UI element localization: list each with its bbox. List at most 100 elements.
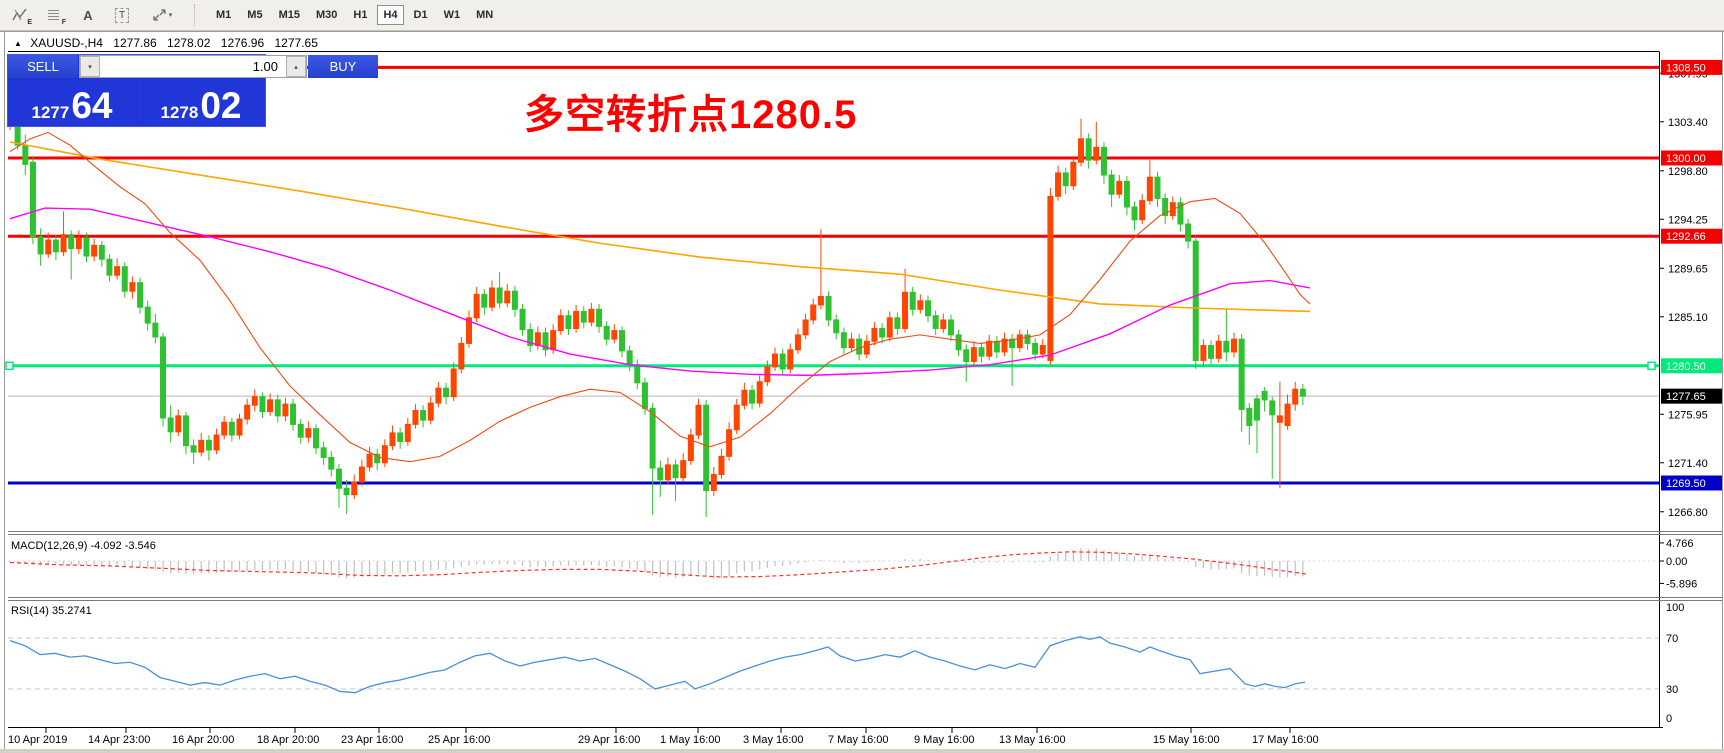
buy-price-box[interactable]: 1278 02 xyxy=(137,79,265,126)
tab-timeframe-m30[interactable]: M30 xyxy=(310,5,343,25)
ma-fast-line[interactable] xyxy=(9,131,1311,463)
rsi-label: RSI(14) 35.2741 xyxy=(11,605,92,617)
quote-close: 1277.65 xyxy=(274,36,318,50)
quote-low: 1276.96 xyxy=(220,36,265,50)
indicator-axes[interactable]: 4.766 0.00 -5.896 100 70 30 0 xyxy=(1659,538,1697,725)
buy-price-big: 02 xyxy=(200,84,242,126)
svg-text:14 Apr 23:00: 14 Apr 23:00 xyxy=(88,734,150,746)
one-click-trading-panel: SELL ▾ ▴ BUY 1277 64 1278 02 xyxy=(7,54,378,127)
tab-timeframe-mn[interactable]: MN xyxy=(470,5,499,25)
quote-high: 1278.02 xyxy=(167,36,211,50)
ma-slow-line[interactable] xyxy=(9,141,1311,313)
svg-text:1280.50: 1280.50 xyxy=(1666,361,1706,373)
sell-price-box[interactable]: 1277 64 xyxy=(8,79,136,126)
svg-text:23 Apr 16:00: 23 Apr 16:00 xyxy=(341,734,403,746)
timeframe-group: M1 M5 M15 M30 H1 H4 D1 W1 MN xyxy=(208,5,501,25)
text-box-icon[interactable]: T xyxy=(108,3,136,27)
svg-text:25 Apr 16:00: 25 Apr 16:00 xyxy=(428,734,490,746)
svg-text:0: 0 xyxy=(1666,713,1672,725)
squiggle-icon xyxy=(12,8,27,21)
tab-timeframe-w1[interactable]: W1 xyxy=(438,5,467,25)
grid-icon[interactable]: F xyxy=(40,3,68,27)
time-axis[interactable]: 10 Apr 2019 14 Apr 23:00 16 Apr 20:00 18 Ap… xyxy=(8,727,1319,746)
svg-text:16 Apr 20:00: 16 Apr 20:00 xyxy=(172,734,234,746)
cursor-mode-icon[interactable]: ▾ xyxy=(142,3,182,27)
svg-text:1289.65: 1289.65 xyxy=(1668,263,1708,275)
quote-header[interactable]: ▲ XAUUSD-,H4 1277.86 1278.02 1276.96 127… xyxy=(14,36,325,50)
macd-signal-line xyxy=(9,551,1309,578)
trade-panel-top-row: SELL ▾ ▴ BUY xyxy=(8,55,378,78)
svg-text:3 May 16:00: 3 May 16:00 xyxy=(743,734,804,746)
volume-spinner: ▾ ▴ xyxy=(79,55,307,78)
toolbar-separator xyxy=(194,4,200,26)
sell-price-big: 64 xyxy=(71,84,113,126)
svg-text:70: 70 xyxy=(1666,633,1678,645)
svg-text:29 Apr 16:00: 29 Apr 16:00 xyxy=(578,734,640,746)
svg-text:1300.00: 1300.00 xyxy=(1666,153,1706,165)
chart-text-annotation[interactable]: 多空转折点1280.5 xyxy=(524,93,858,137)
badge-t: T xyxy=(114,7,130,23)
tab-timeframe-d1[interactable]: D1 xyxy=(408,5,434,25)
svg-text:9 May 16:00: 9 May 16:00 xyxy=(914,734,975,746)
svg-text:30: 30 xyxy=(1666,684,1678,696)
hline-selection-handles[interactable] xyxy=(5,361,1656,371)
sell-button[interactable]: SELL xyxy=(8,55,78,78)
svg-text:13 May 16:00: 13 May 16:00 xyxy=(999,734,1066,746)
symbol-period: XAUUSD-,H4 xyxy=(30,36,103,50)
svg-text:100: 100 xyxy=(1666,602,1684,614)
svg-text:17 May 16:00: 17 May 16:00 xyxy=(1252,734,1319,746)
svg-text:15 May 16:00: 15 May 16:00 xyxy=(1153,734,1220,746)
tab-timeframe-m5[interactable]: M5 xyxy=(241,5,268,25)
sell-price-small: 1277 xyxy=(31,103,70,122)
svg-text:4.766: 4.766 xyxy=(1666,538,1694,550)
badge-f: F xyxy=(61,19,66,26)
tab-timeframe-h4[interactable]: H4 xyxy=(377,5,404,25)
trade-panel-prices: 1277 64 1278 02 xyxy=(8,79,265,126)
svg-text:1266.80: 1266.80 xyxy=(1668,507,1708,519)
badge-e: E xyxy=(27,19,32,26)
svg-text:1275.95: 1275.95 xyxy=(1668,409,1708,421)
chart-window-bg xyxy=(0,30,1724,753)
svg-text:1271.40: 1271.40 xyxy=(1668,458,1708,470)
svg-text:-5.896: -5.896 xyxy=(1666,578,1697,590)
candlesticks[interactable] xyxy=(7,91,1306,518)
status-strip xyxy=(0,749,1724,753)
tab-timeframe-m15[interactable]: M15 xyxy=(273,5,306,25)
panel-frames xyxy=(8,51,1663,728)
svg-text:7 May 16:00: 7 May 16:00 xyxy=(828,734,889,746)
svg-text:0.00: 0.00 xyxy=(1666,556,1687,568)
text-label-icon[interactable]: A xyxy=(83,7,93,23)
collapse-triangle-icon[interactable]: ▲ xyxy=(14,39,22,48)
svg-text:1285.10: 1285.10 xyxy=(1668,312,1708,324)
svg-text:1292.66: 1292.66 xyxy=(1666,231,1706,243)
ma-mid-line[interactable] xyxy=(9,207,1311,377)
rsi-line xyxy=(9,636,1306,694)
svg-text:18 Apr 20:00: 18 Apr 20:00 xyxy=(257,734,319,746)
window-frame xyxy=(0,31,1724,749)
price-axis[interactable]: 1307.951303.401298.801294.251289.651285.… xyxy=(1659,68,1708,519)
buy-button[interactable]: BUY xyxy=(308,55,378,78)
svg-text:1 May 16:00: 1 May 16:00 xyxy=(660,734,721,746)
svg-text:1269.50: 1269.50 xyxy=(1666,478,1706,490)
svg-text:1298.80: 1298.80 xyxy=(1668,166,1708,178)
panel-separators[interactable] xyxy=(8,531,1722,601)
volume-input[interactable] xyxy=(100,56,286,77)
volume-increase-button[interactable]: ▴ xyxy=(286,56,306,77)
svg-text:10 Apr 2019: 10 Apr 2019 xyxy=(8,734,67,746)
svg-text:1308.50: 1308.50 xyxy=(1666,62,1706,74)
arrows-icon xyxy=(153,9,166,21)
svg-text:1294.25: 1294.25 xyxy=(1668,214,1708,226)
tab-timeframe-h1[interactable]: H1 xyxy=(347,5,373,25)
expert-chart-icon[interactable]: E xyxy=(6,3,34,27)
volume-decrease-button[interactable]: ▾ xyxy=(80,56,100,77)
tab-timeframe-m1[interactable]: M1 xyxy=(210,5,237,25)
toolbar: E F A T ▾ M1 M5 M15 M30 H1 H4 D1 W1 MN xyxy=(0,0,1724,31)
quote-open: 1277.86 xyxy=(113,36,157,50)
dot-grid-icon xyxy=(47,9,59,20)
svg-text:1277.65: 1277.65 xyxy=(1666,391,1706,403)
macd-label: MACD(12,26,9) -4.092 -3.546 xyxy=(11,540,156,552)
buy-price-small: 1278 xyxy=(160,103,199,122)
price-level-labels: 1308.50 1300.00 1292.66 1280.50 1269.50 1277.… xyxy=(1661,59,1722,491)
